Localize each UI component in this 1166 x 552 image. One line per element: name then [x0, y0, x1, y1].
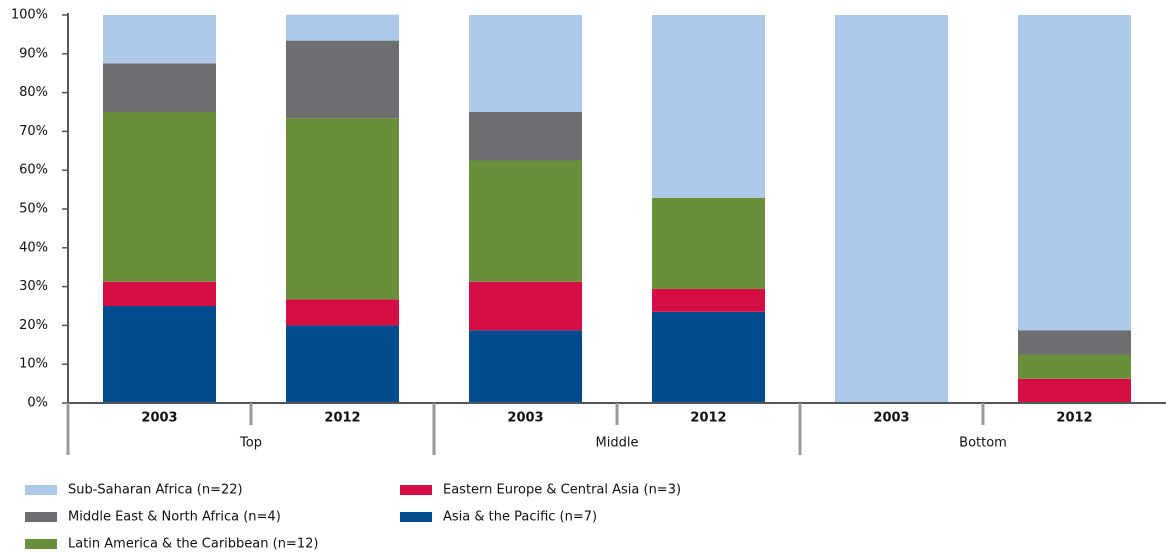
bar-segment	[652, 288, 765, 312]
bar-segment	[652, 311, 765, 403]
bar-segment	[469, 330, 582, 403]
x-tick-label: 2003	[873, 411, 909, 426]
y-tick-label: 0%	[27, 396, 48, 411]
legend-label: Asia & the Pacific (n=7)	[443, 510, 597, 525]
legend-label: Middle East & North Africa (n=4)	[68, 510, 281, 525]
y-tick-label: 90%	[19, 46, 48, 61]
bar-segment	[1018, 15, 1131, 331]
x-tick-label: 2012	[1056, 411, 1092, 426]
group-label: Middle	[596, 436, 639, 451]
bar-segment	[469, 112, 582, 161]
bar-segment	[103, 15, 216, 64]
bar-segment	[652, 15, 765, 198]
bar-segment	[103, 112, 216, 282]
bar-segment	[103, 281, 216, 306]
y-tick-label: 20%	[19, 318, 48, 333]
x-tick-label: 2012	[690, 411, 726, 426]
bar-segment	[469, 15, 582, 112]
bar-segment	[1018, 378, 1131, 403]
y-tick-label: 50%	[19, 202, 48, 217]
y-tick-label: 60%	[19, 163, 48, 178]
bar-segment	[286, 40, 399, 119]
y-tick-label: 30%	[19, 279, 48, 294]
legend-swatch	[400, 512, 432, 522]
bar-segment	[103, 63, 216, 112]
legend-swatch	[25, 539, 57, 549]
legend-swatch	[25, 512, 57, 522]
bar-segment	[286, 14, 399, 41]
bar-segment	[286, 299, 399, 326]
bar-segment	[469, 160, 582, 282]
y-tick-label: 100%	[11, 8, 48, 23]
group-label: Top	[239, 436, 262, 451]
legend-label: Latin America & the Caribbean (n=12)	[68, 537, 318, 552]
bar-segment	[1018, 354, 1131, 379]
legend-label: Sub-Saharan Africa (n=22)	[68, 483, 243, 498]
bar-segment	[286, 118, 399, 300]
legend-swatch	[400, 485, 432, 495]
y-tick-label: 10%	[19, 357, 48, 372]
group-label: Bottom	[959, 436, 1007, 451]
bar-segment	[286, 325, 399, 403]
bar-segment	[1018, 330, 1131, 355]
bar-segment	[835, 15, 948, 403]
bar-segment	[103, 306, 216, 403]
x-tick-label: 2003	[507, 411, 543, 426]
y-tick-label: 80%	[19, 85, 48, 100]
legend-label: Eastern Europe & Central Asia (n=3)	[443, 483, 681, 498]
bar-segment	[469, 281, 582, 331]
legend-swatch	[25, 485, 57, 495]
y-tick-label: 70%	[19, 124, 48, 139]
x-tick-label: 2012	[324, 411, 360, 426]
x-tick-label: 2003	[141, 411, 177, 426]
y-tick-label: 40%	[19, 240, 48, 255]
bar-segment	[652, 197, 765, 289]
